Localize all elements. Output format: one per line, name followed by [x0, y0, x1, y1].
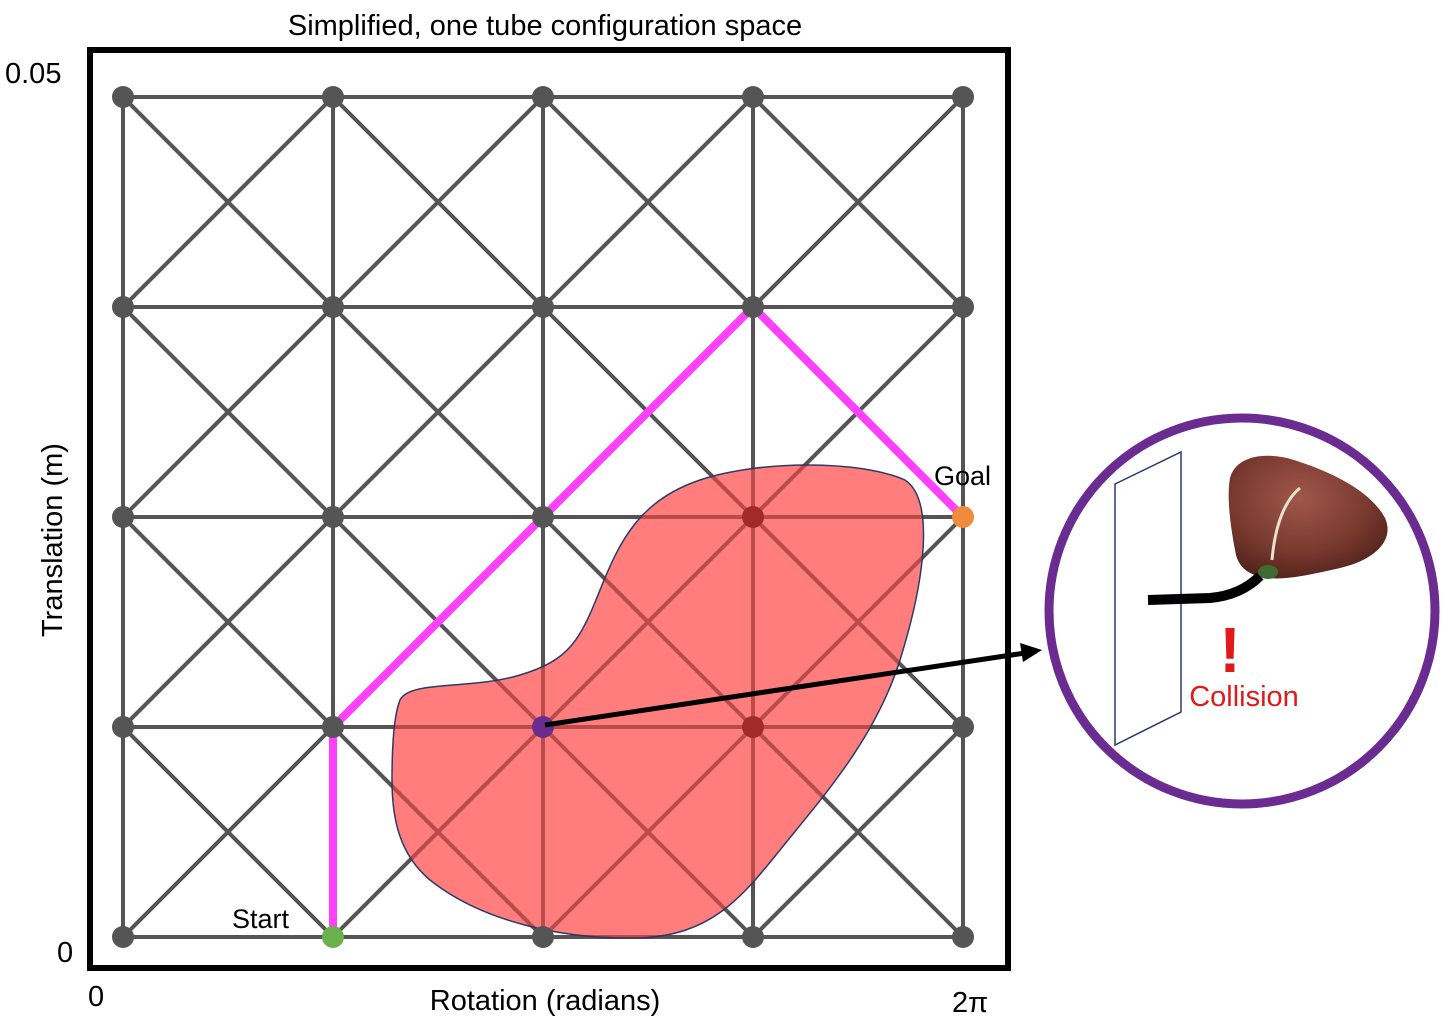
roadmap-node: [322, 506, 344, 528]
roadmap-edges: [121, 95, 965, 939]
liver-icon: [1228, 455, 1388, 579]
grid-edge-diagonal: [121, 95, 335, 309]
roadmap-nodes: [112, 86, 974, 948]
roadmap-node: [322, 716, 344, 738]
roadmap-node: [112, 86, 134, 108]
grid-edge-diagonal: [392, 725, 545, 939]
roadmap-node: [952, 926, 974, 948]
x-max-label: 2π: [952, 987, 988, 1019]
grid-edge-diagonal: [751, 515, 924, 729]
grid-edge-diagonal: [121, 725, 335, 939]
obstacle-node: [742, 716, 764, 738]
grid-edge-diagonal: [751, 465, 924, 519]
roadmap-node: [112, 926, 134, 948]
roadmap-node: [532, 506, 554, 528]
roadmap-node: [952, 86, 974, 108]
roadmap-node: [952, 716, 974, 738]
roadmap-node: [742, 86, 764, 108]
grid-edge-diagonal: [121, 305, 335, 519]
colliding-sample-node: [532, 716, 554, 738]
grid-edge-diagonal: [541, 725, 755, 939]
goal-label: Goal: [934, 461, 991, 491]
grid-edge-diagonal: [331, 305, 545, 519]
y-axis-title: Translation (m): [37, 443, 69, 637]
collision-exclamation: !: [1219, 614, 1240, 686]
roadmap-graph: [112, 86, 974, 948]
plot-frame: [87, 47, 1011, 971]
x-min-label: 0: [88, 981, 104, 1013]
start-label: Start: [232, 904, 290, 934]
tube-icon: [1147, 572, 1264, 605]
roadmap-node: [112, 506, 134, 528]
y-max-label: 0.05: [5, 58, 61, 90]
grid-edge-diagonal: [541, 725, 755, 939]
goal-node: [952, 506, 974, 528]
grid-edge-diagonal: [541, 95, 755, 309]
callout-arrow: [544, 643, 1042, 728]
grid-edge-diagonal: [121, 515, 335, 729]
start-node: [322, 926, 344, 948]
collision-callout: ! Collision: [1044, 413, 1440, 809]
roadmap-node: [532, 86, 554, 108]
obstacle-node: [742, 506, 764, 528]
roadmap-node: [952, 296, 974, 318]
grid-edge-diagonal: [541, 515, 755, 729]
roadmap-node: [112, 296, 134, 318]
grid-edge-diagonal: [392, 725, 545, 939]
x-axis-title: Rotation (radians): [430, 985, 661, 1017]
grid-edge-diagonal: [541, 465, 755, 519]
roadmap-node: [742, 296, 764, 318]
roadmap-node: [112, 716, 134, 738]
figure-title: Simplified, one tube configuration space: [288, 10, 802, 42]
roadmap-node: [742, 926, 764, 948]
roadmap-node: [322, 86, 344, 108]
collision-label: Collision: [1189, 681, 1299, 713]
grid-edge-diagonal: [751, 515, 924, 729]
obstacle-region: [391, 464, 925, 939]
roadmap-node: [532, 296, 554, 318]
grid-edge-diagonal: [751, 95, 965, 309]
roadmap-node: [532, 926, 554, 948]
y-min-label: 0: [57, 937, 73, 969]
roadmap-node: [322, 296, 344, 318]
grid-edge-diagonal: [331, 95, 545, 309]
